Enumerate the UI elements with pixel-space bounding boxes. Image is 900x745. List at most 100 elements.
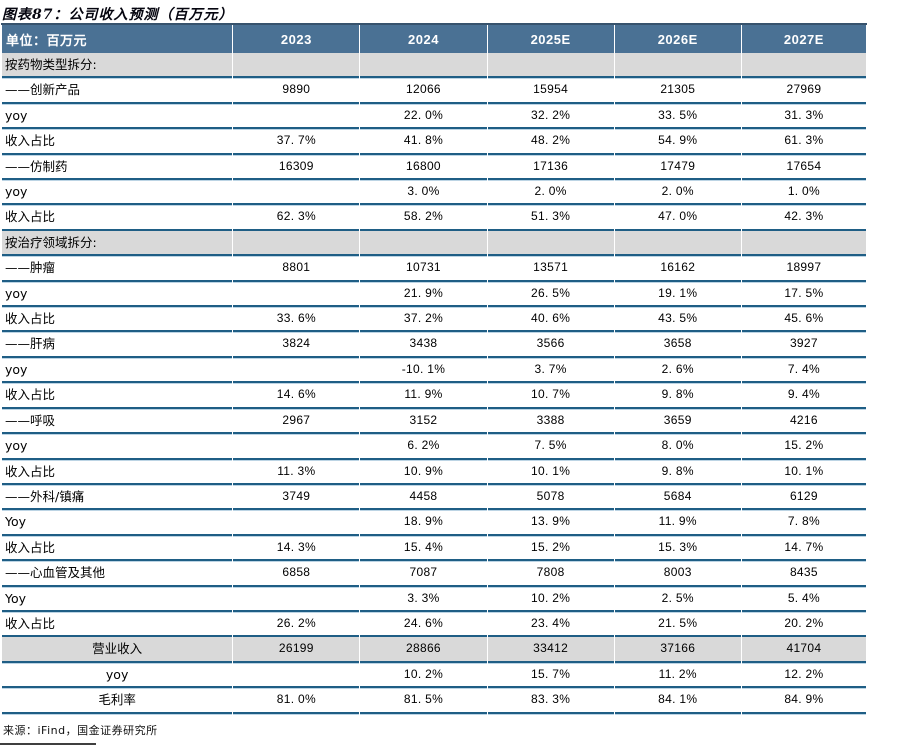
cell-value: 3388 <box>487 409 614 435</box>
cell-value: 5684 <box>614 485 741 511</box>
cell-value: 11. 9% <box>614 510 741 536</box>
cell-value: 32. 2% <box>487 104 614 130</box>
table-row: 收入占比 14. 6% 11. 9% 10. 7% 9. 8% 9. 4% <box>2 383 866 409</box>
year-header-2025e: 2025E <box>487 25 614 53</box>
cell-value <box>487 53 614 79</box>
cell-value: -10. 1% <box>360 358 487 384</box>
year-header-2026e: 2026E <box>614 25 741 53</box>
cell-value: 16309 <box>233 155 360 181</box>
cell-value: 3438 <box>360 332 487 358</box>
cell-value: 84. 1% <box>614 688 741 714</box>
cell-value: 21305 <box>614 78 741 104</box>
table-row: 收入占比 62. 3% 58. 2% 51. 3% 47. 0% 42. 3% <box>2 205 866 231</box>
cell-value: 26. 2% <box>233 612 360 638</box>
table-row: ——心血管及其他 6858 7087 7808 8003 8435 <box>2 561 866 587</box>
row-label: yoy <box>2 358 233 384</box>
table-row: yoy 22. 0% 32. 2% 33. 5% 31. 3% <box>2 104 866 130</box>
row-label: 收入占比 <box>2 307 233 333</box>
cell-value: 11. 2% <box>614 663 741 689</box>
row-label: ——外科/镇痛 <box>2 485 233 511</box>
year-header-2027e: 2027E <box>741 25 866 53</box>
cell-value: 15. 7% <box>487 663 614 689</box>
cell-value: 17. 5% <box>741 282 866 308</box>
row-label: ——呼吸 <box>2 409 233 435</box>
table-row: yoy 3. 0% 2. 0% 2. 0% 1. 0% <box>2 180 866 206</box>
cell-value: 61. 3% <box>741 129 866 155</box>
cell-value: 13571 <box>487 256 614 282</box>
row-label: yoy <box>2 663 233 689</box>
row-label: 收入占比 <box>2 383 233 409</box>
row-label: 按药物类型拆分: <box>2 53 233 79</box>
cell-value: 3. 0% <box>360 180 487 206</box>
table-row: ——肿瘤 8801 10731 13571 16162 18997 <box>2 256 866 282</box>
cell-value: 62. 3% <box>233 205 360 231</box>
cell-value: 2967 <box>233 409 360 435</box>
cell-value: 1. 0% <box>741 180 866 206</box>
cell-value: 2. 0% <box>487 180 614 206</box>
row-label: yoy <box>2 282 233 308</box>
cell-value <box>233 282 360 308</box>
cell-value: 10. 1% <box>487 460 614 485</box>
cell-value: 14. 7% <box>741 536 866 562</box>
cell-value: 31. 3% <box>741 104 866 130</box>
cell-value <box>233 663 360 689</box>
cell-value <box>233 180 360 206</box>
cell-value: 83. 3% <box>487 688 614 714</box>
cell-value <box>614 53 741 79</box>
cell-value: 12066 <box>360 78 487 104</box>
cell-value: 8. 0% <box>614 434 741 460</box>
cell-value: 3. 3% <box>360 587 487 612</box>
cell-value: 7808 <box>487 561 614 587</box>
row-label: 收入占比 <box>2 612 233 638</box>
source-note: 来源：iFind，国金证券研究所 <box>3 723 158 737</box>
cell-value: 21. 9% <box>360 282 487 308</box>
table-row: 收入占比 26. 2% 24. 6% 23. 4% 21. 5% 20. 2% <box>2 612 866 638</box>
cell-value <box>360 53 487 79</box>
row-label: yoy <box>2 104 233 130</box>
cell-value: 43. 5% <box>614 307 741 333</box>
table-top-rule <box>1 23 867 25</box>
table-body: 按药物类型拆分: ——创新产品 9890 12066 15954 21305 27969 yo… <box>2 53 866 714</box>
cell-value <box>614 230 741 257</box>
cell-value: 45. 6% <box>741 307 866 333</box>
cell-value <box>741 53 866 79</box>
cell-value: 7. 4% <box>741 358 866 384</box>
cell-value <box>487 230 614 257</box>
cell-value: 3658 <box>614 332 741 358</box>
cell-value <box>233 53 360 79</box>
cell-value: 7. 8% <box>741 510 866 536</box>
table-row: yoy 21. 9% 26. 5% 19. 1% 17. 5% <box>2 282 866 308</box>
cell-value: 10. 7% <box>487 383 614 409</box>
cell-value: 15954 <box>487 78 614 104</box>
cell-value: 2. 0% <box>614 180 741 206</box>
cell-value: 16162 <box>614 256 741 282</box>
cell-value: 8003 <box>614 561 741 587</box>
cell-value: 37. 7% <box>233 129 360 155</box>
cell-value <box>233 434 360 460</box>
table-row: 营业收入 26199 28866 33412 37166 41704 <box>2 637 866 663</box>
cell-value: 28866 <box>360 637 487 663</box>
cell-value <box>233 510 360 536</box>
cell-value: 41. 8% <box>360 129 487 155</box>
unit-header-cell: 单位：百万元 <box>2 25 233 53</box>
cell-value: 21. 5% <box>614 612 741 638</box>
cell-value: 6858 <box>233 561 360 587</box>
table-row: yoy 6. 2% 7. 5% 8. 0% 15. 2% <box>2 434 866 460</box>
cell-value: 10. 1% <box>741 460 866 485</box>
row-label: 收入占比 <box>2 129 233 155</box>
row-label: ——肿瘤 <box>2 256 233 282</box>
cell-value: 17136 <box>487 155 614 181</box>
cell-value: 42. 3% <box>741 205 866 231</box>
row-label: Yoy <box>2 587 233 612</box>
row-label: yoy <box>2 180 233 206</box>
row-label: ——肝病 <box>2 332 233 358</box>
cell-value: 3927 <box>741 332 866 358</box>
cell-value: 48. 2% <box>487 129 614 155</box>
cell-value: 6129 <box>741 485 866 511</box>
table-row: ——仿制药 16309 16800 17136 17479 17654 <box>2 155 866 181</box>
cell-value: 16800 <box>360 155 487 181</box>
cell-value: 11. 3% <box>233 460 360 485</box>
cell-value: 22. 0% <box>360 104 487 130</box>
cell-value: 9. 8% <box>614 383 741 409</box>
cell-value: 15. 2% <box>487 536 614 562</box>
